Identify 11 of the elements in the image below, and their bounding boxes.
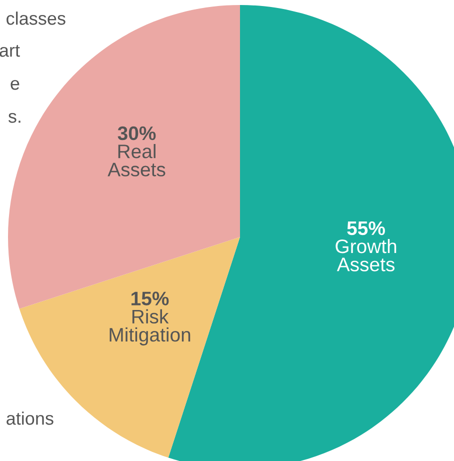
- data-label: 55%: [347, 221, 385, 236]
- text: ations: [6, 412, 54, 425]
- text: classes: [6, 12, 66, 25]
- slice-label: Growth Assets: [336, 238, 396, 272]
- text: s.: [8, 112, 20, 123]
- text: art: [0, 44, 20, 57]
- data-label: 30%: [118, 126, 156, 140]
- data-label: 15%: [132, 292, 169, 306]
- slice-label: Real Assets: [108, 144, 166, 176]
- slice-label: Risk Mitigation: [110, 309, 190, 346]
- text: e: [10, 80, 20, 90]
